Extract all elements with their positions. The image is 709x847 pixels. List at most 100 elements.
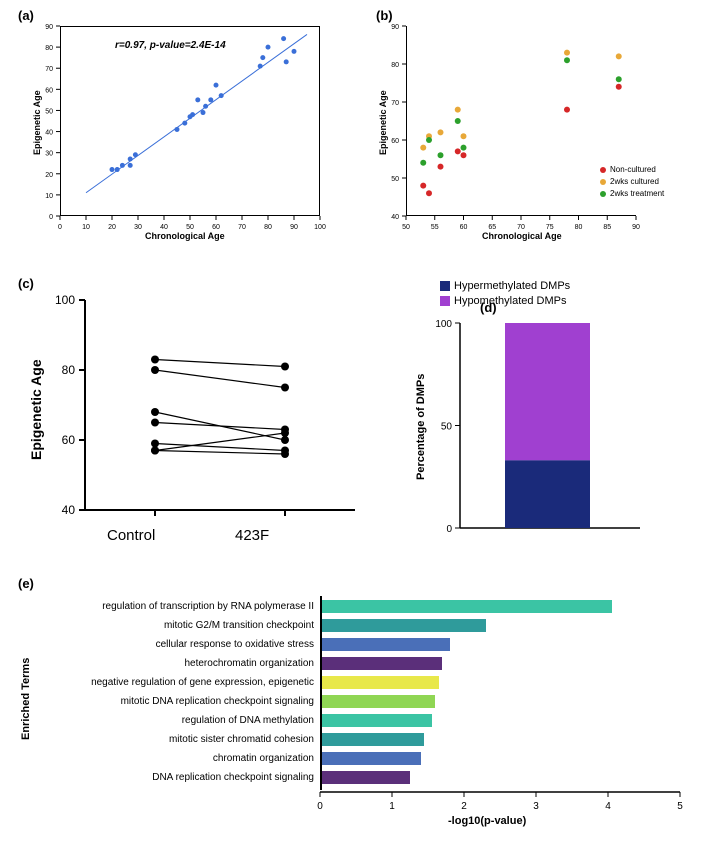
- svg-text:60: 60: [212, 224, 220, 231]
- dot-icon: [600, 167, 606, 173]
- enriched-term-label: mitotic DNA replication checkpoint signa…: [15, 696, 320, 707]
- svg-text:80: 80: [264, 224, 272, 231]
- enriched-term-bar: [320, 619, 486, 632]
- enriched-term-row: heterochromatin organization: [15, 655, 695, 671]
- panel-a-ylabel: Epigenetic Age: [32, 90, 42, 155]
- svg-text:80: 80: [391, 62, 399, 69]
- enriched-term-bar: [320, 676, 439, 689]
- svg-text:60: 60: [62, 433, 76, 447]
- svg-text:65: 65: [488, 224, 496, 231]
- svg-text:90: 90: [632, 224, 640, 231]
- legend-label: Non-cultured: [610, 165, 656, 174]
- svg-text:3: 3: [533, 801, 539, 812]
- panel-b-legend-1: 2wks cultured: [600, 177, 659, 186]
- panel-label-b: (b): [376, 8, 393, 23]
- svg-text:60: 60: [391, 138, 399, 145]
- svg-text:80: 80: [62, 363, 76, 377]
- enriched-term-label: negative regulation of gene expression, …: [15, 677, 320, 688]
- svg-text:60: 60: [460, 224, 468, 231]
- svg-text:50: 50: [391, 176, 399, 183]
- svg-text:55: 55: [431, 224, 439, 231]
- svg-text:0: 0: [49, 214, 53, 221]
- svg-text:70: 70: [517, 224, 525, 231]
- enriched-term-bar: [320, 714, 432, 727]
- enriched-term-label: regulation of DNA methylation: [15, 715, 320, 726]
- svg-text:40: 40: [160, 224, 168, 231]
- panel-a-xlabel: Chronological Age: [145, 231, 225, 241]
- enriched-term-label: heterochromatin organization: [15, 658, 320, 669]
- svg-text:10: 10: [45, 193, 53, 200]
- svg-text:100: 100: [435, 319, 452, 330]
- square-icon: [440, 296, 450, 306]
- svg-text:80: 80: [575, 224, 583, 231]
- dot-icon: [600, 179, 606, 185]
- enriched-term-label: regulation of transcription by RNA polym…: [15, 601, 320, 612]
- svg-text:5: 5: [677, 801, 683, 812]
- svg-text:70: 70: [391, 100, 399, 107]
- svg-text:2: 2: [461, 801, 467, 812]
- enriched-term-row: regulation of transcription by RNA polym…: [15, 598, 695, 614]
- panel-c-xtick-control: Control: [107, 527, 155, 544]
- enriched-term-bar: [320, 771, 410, 784]
- enriched-term-row: mitotic G2/M transition checkpoint: [15, 617, 695, 633]
- svg-text:0: 0: [446, 524, 452, 535]
- svg-text:30: 30: [45, 151, 53, 158]
- panel-c-svg: 406080100: [60, 290, 360, 550]
- svg-text:0: 0: [317, 801, 323, 812]
- svg-text:40: 40: [62, 503, 76, 517]
- enriched-term-bar: [320, 657, 442, 670]
- enriched-term-row: regulation of DNA methylation: [15, 712, 695, 728]
- svg-text:90: 90: [290, 224, 298, 231]
- enriched-term-row: mitotic sister chromatid cohesion: [15, 731, 695, 747]
- panel-c-xtick-423f: 423F: [235, 527, 269, 544]
- svg-text:100: 100: [314, 224, 326, 231]
- enriched-term-row: chromatin organization: [15, 750, 695, 766]
- panel-b-legend-2: 2wks treatment: [600, 189, 664, 198]
- panel-b-xlabel: Chronological Age: [482, 231, 562, 241]
- enriched-term-bar: [320, 733, 424, 746]
- panel-b-ylabel: Epigenetic Age: [378, 90, 388, 155]
- svg-text:50: 50: [186, 224, 194, 231]
- svg-text:20: 20: [108, 224, 116, 231]
- enriched-term-row: cellular response to oxidative stress: [15, 636, 695, 652]
- panel-b-legend-0: Non-cultured: [600, 165, 656, 174]
- svg-text:50: 50: [402, 224, 410, 231]
- svg-text:50: 50: [441, 422, 453, 433]
- svg-text:90: 90: [391, 24, 399, 31]
- enriched-term-row: mitotic DNA replication checkpoint signa…: [15, 693, 695, 709]
- panel-d-ylabel: Percentage of DMPs: [415, 374, 427, 480]
- panel-label-c: (c): [18, 276, 34, 291]
- panel-e-yaxis: [320, 596, 322, 790]
- enriched-term-bar: [320, 600, 612, 613]
- svg-text:70: 70: [45, 66, 53, 73]
- panel-c-ylabel: Epigenetic Age: [28, 359, 44, 460]
- legend-label: Hypomethylated DMPs: [454, 295, 567, 307]
- svg-text:1: 1: [389, 801, 395, 812]
- svg-text:4: 4: [605, 801, 611, 812]
- enriched-term-label: DNA replication checkpoint signaling: [15, 772, 320, 783]
- svg-text:70: 70: [238, 224, 246, 231]
- dot-icon: [600, 191, 606, 197]
- svg-text:60: 60: [45, 87, 53, 94]
- enriched-term-label: mitotic sister chromatid cohesion: [15, 734, 320, 745]
- svg-text:90: 90: [45, 24, 53, 31]
- svg-text:30: 30: [134, 224, 142, 231]
- svg-text:10: 10: [82, 224, 90, 231]
- svg-text:40: 40: [45, 130, 53, 137]
- enriched-term-label: chromatin organization: [15, 753, 320, 764]
- svg-text:40: 40: [391, 214, 399, 221]
- panel-a-svg: 0102030405060708090100010203040506070809…: [60, 26, 320, 216]
- square-icon: [440, 281, 450, 291]
- legend-label: 2wks treatment: [610, 189, 664, 198]
- enriched-term-bar: [320, 752, 421, 765]
- panel-d-legend-1: Hypomethylated DMPs: [440, 295, 567, 307]
- enriched-term-bar: [320, 638, 450, 651]
- svg-text:80: 80: [45, 45, 53, 52]
- svg-text:50: 50: [45, 108, 53, 115]
- enriched-term-row: negative regulation of gene expression, …: [15, 674, 695, 690]
- panel-label-e: (e): [18, 576, 34, 591]
- panel-b-svg: 505560657075808590405060708090: [406, 26, 636, 216]
- svg-text:85: 85: [603, 224, 611, 231]
- enriched-term-label: mitotic G2/M transition checkpoint: [15, 620, 320, 631]
- legend-label: 2wks cultured: [610, 177, 659, 186]
